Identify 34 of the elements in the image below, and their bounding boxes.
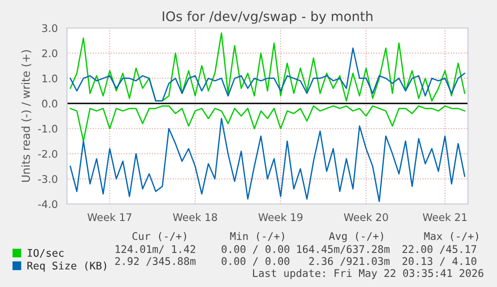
text: 0.00 / 0.00 bbox=[222, 245, 290, 254]
x-tick-label: Week 17 bbox=[88, 213, 132, 222]
text: 124.01m/ 1.42 bbox=[116, 245, 196, 254]
y-tick-label: 2.0 bbox=[42, 49, 58, 58]
y-tick-label: -3.0 bbox=[38, 175, 58, 183]
y-axis-title: Units read (-) / write (+) bbox=[21, 50, 32, 182]
y-tick-label: 0.0 bbox=[42, 100, 58, 108]
text: 164.45m/637.28m bbox=[297, 245, 390, 254]
line-series bbox=[70, 105, 466, 142]
y-tick-label: 3.0 bbox=[42, 24, 58, 32]
line-series bbox=[70, 118, 466, 202]
legend-label: Req Size (KB) bbox=[27, 262, 106, 272]
text: Min (-/+) bbox=[230, 232, 284, 242]
text: 0.00 / 0.00 bbox=[222, 257, 290, 266]
text: Avg (-/+) bbox=[328, 232, 384, 242]
chart-title: IOs for /dev/vg/swap - by month bbox=[162, 11, 372, 24]
text: 2.36 /921.03m bbox=[309, 257, 390, 266]
y-tick-label: -1.0 bbox=[38, 124, 58, 133]
text: Max (-/+) bbox=[424, 232, 478, 242]
legend-label: IO/sec bbox=[28, 248, 64, 258]
y-tick-label: -4.0 bbox=[38, 200, 58, 208]
text: 22.00 /45.17 bbox=[402, 245, 476, 254]
text: 20.13 / 4.10 bbox=[402, 257, 476, 266]
line-series bbox=[70, 47, 466, 102]
x-tick-label: Week 20 bbox=[344, 213, 388, 222]
text: 2.92 /345.88m bbox=[115, 257, 196, 266]
x-tick-label: Week 18 bbox=[172, 213, 218, 222]
x-tick-label: Week 21 bbox=[422, 213, 467, 222]
text: Cur (-/+) bbox=[132, 232, 186, 242]
x-tick-label: Week 19 bbox=[258, 213, 302, 222]
y-tick-label: 1.0 bbox=[42, 74, 58, 82]
text: Last update: Fri May 22 03:35:41 2026 bbox=[253, 268, 484, 280]
line-series bbox=[70, 32, 466, 102]
y-tick-label: -2.0 bbox=[38, 150, 58, 158]
